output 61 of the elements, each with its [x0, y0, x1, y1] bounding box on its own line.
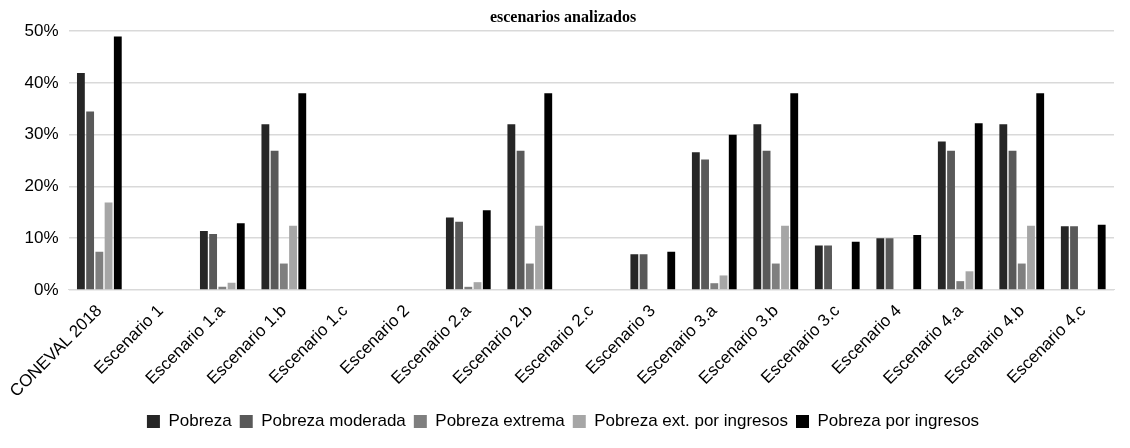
bar: [974, 123, 983, 290]
bar: [298, 93, 307, 290]
bar: [999, 124, 1008, 290]
bar: [771, 263, 780, 290]
bar: [209, 234, 218, 290]
bar: [719, 275, 728, 290]
bar: [516, 150, 525, 290]
bar: [1070, 226, 1078, 290]
bar: [544, 93, 553, 290]
bar: [630, 254, 639, 290]
bar: [876, 238, 885, 290]
bar: [113, 36, 122, 290]
bar: [289, 225, 297, 290]
bar: [507, 124, 516, 290]
bar: [913, 235, 922, 290]
bar: [710, 283, 719, 290]
bar: [728, 134, 737, 290]
y-tick-label: 20%: [24, 176, 59, 196]
bar: [956, 281, 965, 290]
bar: [76, 73, 85, 290]
bar: [279, 263, 288, 290]
bar: [1060, 226, 1069, 290]
bar: [824, 245, 832, 290]
bar: [701, 159, 709, 290]
bar: [236, 223, 245, 290]
bar: [535, 225, 543, 290]
bar: [691, 152, 700, 290]
bar: [753, 124, 762, 290]
bar: [1017, 263, 1026, 290]
bar: [1036, 93, 1045, 290]
y-tick-label: 50%: [24, 20, 59, 40]
y-tick-label: 10%: [24, 227, 59, 247]
bar: [814, 245, 823, 290]
bar: [965, 271, 974, 290]
bar: [270, 150, 279, 290]
y-tick-label: 30%: [24, 124, 59, 144]
y-tick-label: 0%: [34, 279, 59, 299]
chart-title: escenarios analizados: [489, 7, 637, 25]
bar: [781, 225, 789, 290]
bar: [104, 202, 113, 290]
bar: [947, 150, 955, 290]
legend-label: Pobreza moderada: [261, 411, 407, 431]
bar: [455, 221, 464, 290]
legend-label: Pobreza por ingresos: [817, 411, 980, 431]
legend-label: Pobreza: [168, 411, 233, 431]
bar: [851, 241, 860, 290]
bar: [1097, 224, 1106, 290]
bar: [525, 263, 534, 290]
y-tick-label: 40%: [24, 72, 59, 92]
bar: [667, 251, 676, 290]
bar: [482, 210, 491, 290]
bar: [790, 93, 799, 290]
bar: [86, 111, 95, 290]
bar: [1027, 225, 1035, 290]
bar: [445, 217, 454, 290]
bar: [199, 230, 208, 290]
bar: [261, 124, 270, 290]
legend-label: Pobreza extrema: [435, 411, 566, 431]
bar: [95, 251, 104, 290]
legend-label: Pobreza ext. por ingresos: [594, 411, 788, 431]
bar: [937, 141, 946, 290]
